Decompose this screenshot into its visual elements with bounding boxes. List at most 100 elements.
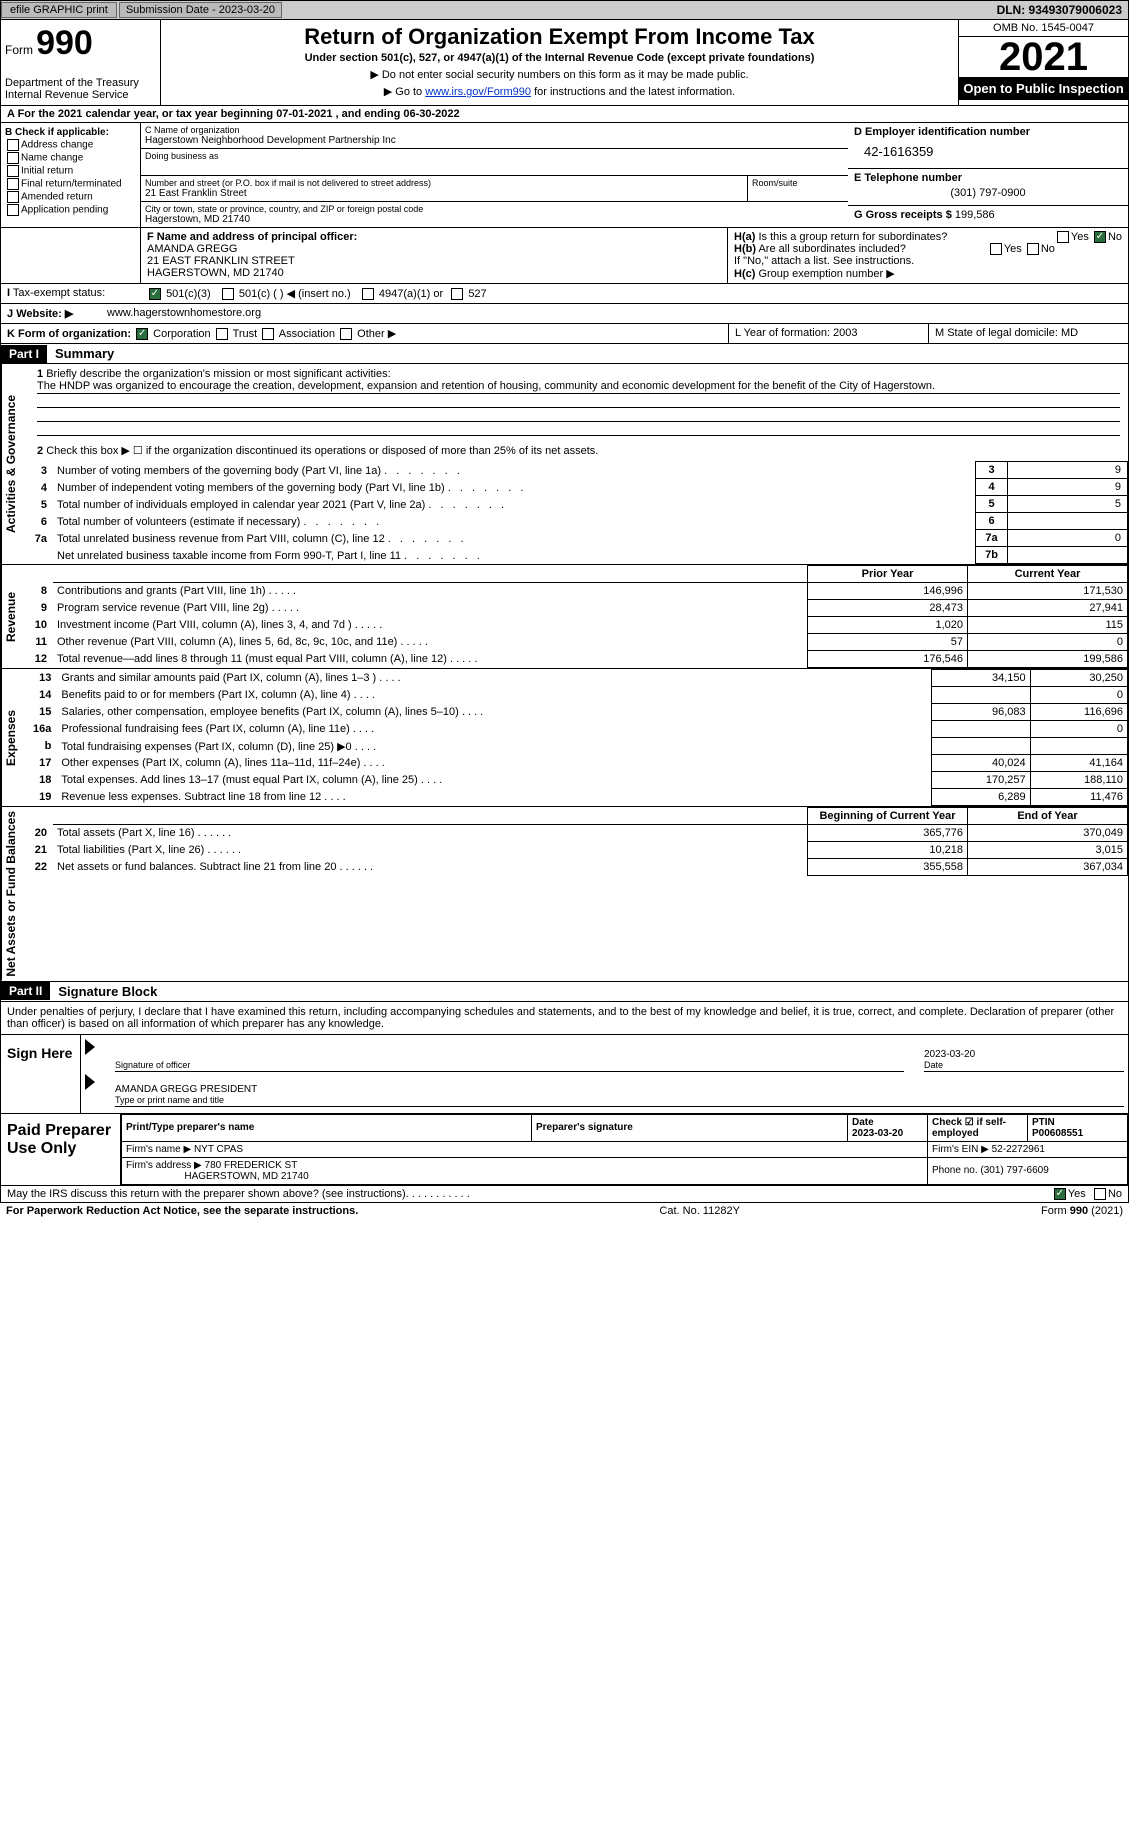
chk-assoc[interactable] — [262, 328, 274, 340]
preparer-table: Print/Type preparer's name Preparer's si… — [121, 1114, 1128, 1185]
paid-preparer-block: Paid Preparer Use Only Print/Type prepar… — [0, 1114, 1129, 1186]
irs-label: Internal Revenue Service — [5, 89, 156, 101]
chk-address-change[interactable]: Address change — [5, 139, 136, 151]
firm-addr1: 780 FREDERICK ST — [205, 1160, 298, 1171]
gross-label: G Gross receipts $ — [854, 209, 952, 221]
gross-value: 199,586 — [955, 209, 995, 221]
chk-amended[interactable]: Amended return — [5, 191, 136, 203]
prep-h5: PTIN — [1032, 1117, 1055, 1128]
firm-ein-lbl: Firm's EIN ▶ — [932, 1144, 989, 1155]
chk-4947[interactable] — [362, 288, 374, 300]
footer-right: Form 990 (2021) — [1041, 1205, 1123, 1217]
part-ii-header: Part II Signature Block — [0, 982, 1129, 1002]
footer-mid: Cat. No. 11282Y — [659, 1205, 740, 1217]
hdr-end: End of Year — [968, 808, 1128, 825]
c-name-label: C Name of organization — [145, 125, 844, 135]
part-i-tag: Part I — [1, 345, 47, 363]
form-subtitle: Under section 501(c), 527, or 4947(a)(1)… — [171, 52, 948, 64]
hb-no-chk[interactable] — [1027, 243, 1039, 255]
mission-blank2 — [37, 408, 1120, 422]
may-irs-row: May the IRS discuss this return with the… — [0, 1186, 1129, 1203]
officer-addr1: 21 EAST FRANKLIN STREET — [147, 255, 721, 267]
fh-left-spacer — [1, 228, 141, 283]
firm-ein: 52-2272961 — [992, 1144, 1045, 1155]
section-fh: F Name and address of principal officer:… — [0, 228, 1129, 284]
ein-value: 42-1616359 — [854, 138, 1122, 165]
section-net-assets: Net Assets or Fund Balances Beginning of… — [0, 807, 1129, 982]
chk-501c3[interactable] — [149, 288, 161, 300]
hb-yes-chk[interactable] — [990, 243, 1002, 255]
paid-preparer-label: Paid Preparer Use Only — [1, 1114, 121, 1185]
mayirs-no-chk[interactable] — [1094, 1188, 1106, 1200]
form-header: Form 990 Department of the Treasury Inte… — [0, 20, 1129, 106]
vlabel-net: Net Assets or Fund Balances — [1, 807, 29, 981]
chk-other[interactable] — [340, 328, 352, 340]
form-title: Return of Organization Exempt From Incom… — [171, 24, 948, 50]
row-k: K Form of organization: Corporation Trus… — [0, 324, 1129, 344]
net-table: Beginning of Current Year End of Year 20… — [29, 807, 1128, 876]
form-note-ssn: ▶ Do not enter social security numbers o… — [171, 68, 948, 81]
ptin-value: P00608551 — [1032, 1128, 1083, 1139]
ha-yes-chk[interactable] — [1057, 231, 1069, 243]
tel-label: E Telephone number — [854, 172, 1122, 184]
part-ii-tag: Part II — [1, 982, 50, 1000]
mayirs-yes-chk[interactable] — [1054, 1188, 1066, 1200]
website-value: www.hagerstownhomestore.org — [107, 307, 261, 320]
b-label: B Check if applicable: — [5, 127, 136, 138]
col-d: D Employer identification number 42-1616… — [848, 123, 1128, 227]
col-f: F Name and address of principal officer:… — [141, 228, 728, 283]
name-arrow-icon — [85, 1074, 95, 1090]
calendar-year-row: A For the 2021 calendar year, or tax yea… — [0, 106, 1129, 123]
part-ii-title: Signature Block — [50, 982, 165, 1001]
line2-text: Check this box ▶ ☐ if the organization d… — [46, 445, 598, 457]
chk-corp[interactable] — [136, 328, 148, 340]
street-address: 21 East Franklin Street — [145, 188, 743, 199]
firm-name-lbl: Firm's name ▶ — [126, 1144, 191, 1155]
section-bcd: B Check if applicable: Address change Na… — [0, 123, 1129, 228]
officer-name-field: AMANDA GREGG PRESIDENTType or print name… — [115, 1074, 1124, 1107]
hb-question: Are all subordinates included? — [758, 243, 905, 255]
f-label: F Name and address of principal officer: — [147, 231, 357, 243]
prep-date: 2023-03-20 — [852, 1128, 903, 1139]
org-name: Hagerstown Neighborhood Development Part… — [145, 135, 844, 146]
chk-initial-return[interactable]: Initial return — [5, 165, 136, 177]
officer-name: AMANDA GREGG — [147, 243, 721, 255]
row-j-website: J Website: ▶ www.hagerstownhomestore.org — [0, 304, 1129, 324]
form-label: Form — [5, 43, 33, 57]
dba-label: Doing business as — [145, 151, 844, 161]
chk-501c[interactable] — [222, 288, 234, 300]
h-note: If "No," attach a list. See instructions… — [734, 255, 1122, 267]
officer-signature-field[interactable]: Signature of officer — [115, 1039, 904, 1072]
open-to-public: Open to Public Inspection — [959, 77, 1128, 100]
firm-name: NYT CPAS — [194, 1144, 243, 1155]
chk-527[interactable] — [451, 288, 463, 300]
footer-left: For Paperwork Reduction Act Notice, see … — [6, 1205, 358, 1217]
k-label: K Form of organization: — [7, 328, 131, 340]
dln-label: DLN: 93493079006023 — [997, 3, 1128, 17]
firm-ph-lbl: Phone no. — [932, 1165, 978, 1176]
goto-suffix: for instructions and the latest informat… — [534, 86, 735, 98]
chk-final-return[interactable]: Final return/terminated — [5, 178, 136, 190]
ha-no-chk[interactable] — [1094, 231, 1106, 243]
efile-print-button[interactable]: efile GRAPHIC print — [1, 2, 117, 18]
chk-trust[interactable] — [216, 328, 228, 340]
addr-label: Number and street (or P.O. box if mail i… — [145, 178, 743, 188]
page-footer: For Paperwork Reduction Act Notice, see … — [0, 1203, 1129, 1219]
irs-link[interactable]: www.irs.gov/Form990 — [425, 86, 531, 98]
prep-h3: Date — [852, 1117, 874, 1128]
mission-text: The HNDP was organized to encourage the … — [37, 380, 1120, 394]
may-irs-question: May the IRS discuss this return with the… — [7, 1188, 406, 1200]
firm-addr-lbl: Firm's address ▶ — [126, 1160, 202, 1171]
officer-addr2: HAGERSTOWN, MD 21740 — [147, 267, 721, 279]
perjury-statement: Under penalties of perjury, I declare th… — [0, 1002, 1129, 1035]
chk-app-pending[interactable]: Application pending — [5, 204, 136, 216]
col-c: C Name of organization Hagerstown Neighb… — [141, 123, 848, 227]
hc-label: Group exemption number ▶ — [758, 268, 894, 280]
hdr-current-year: Current Year — [968, 566, 1128, 583]
header-middle: Return of Organization Exempt From Incom… — [161, 20, 958, 105]
prep-h2: Preparer's signature — [531, 1114, 847, 1141]
governance-table: 3Number of voting members of the governi… — [29, 461, 1128, 564]
chk-name-change[interactable]: Name change — [5, 152, 136, 164]
col-h: H(a) Is this a group return for subordin… — [728, 228, 1128, 283]
hdr-beginning: Beginning of Current Year — [808, 808, 968, 825]
